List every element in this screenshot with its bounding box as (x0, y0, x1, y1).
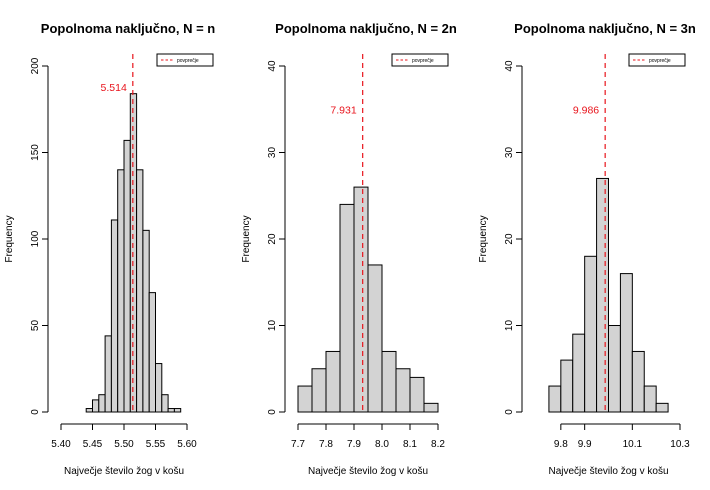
y-tick-label: 40 (267, 60, 278, 72)
legend: povprečje (156, 53, 214, 67)
histogram-bar (353, 186, 369, 413)
legend: povprečje (391, 53, 449, 67)
histogram-bar (148, 292, 156, 413)
legend-box (156, 53, 214, 67)
histogram-bar (584, 255, 598, 413)
x-tick-label: 5.50 (114, 439, 134, 450)
legend-label: povprečje (412, 58, 434, 64)
histogram-bar (311, 368, 327, 413)
histogram-bar (173, 408, 182, 413)
histogram-bar (409, 376, 425, 413)
x-tick-label: 5.60 (177, 439, 197, 450)
histogram-bar (643, 385, 657, 413)
histogram-bar (560, 359, 574, 413)
y-tick-label: 100 (30, 230, 41, 247)
histogram-bar (167, 408, 175, 413)
chart-title: Popolnoma naključno, N = 2n (275, 21, 457, 36)
chart-title: Popolnoma naključno, N = 3n (514, 21, 696, 36)
y-axis-label: Frequency (478, 215, 489, 262)
histogram-bar (423, 402, 439, 413)
x-axis-label: Največje število žog v košu (548, 466, 668, 477)
y-axis-label: Frequency (241, 215, 252, 262)
histogram-bar (608, 325, 621, 413)
histogram-bar (655, 402, 669, 413)
x-axis-label: Največje število žog v košu (64, 466, 184, 477)
legend: povprečje (628, 53, 686, 67)
histogram-bar (92, 399, 100, 413)
x-tick-label: 7.7 (291, 439, 305, 450)
x-tick-label: 5.40 (51, 439, 71, 450)
histogram-panel-3: Popolnoma naključno, N = 3n 9.986 0 10 20 30 4… (478, 21, 696, 477)
x-tick-label: 9.8 (554, 439, 568, 450)
y-tick-label: 30 (504, 147, 515, 159)
histogram-bar (161, 394, 169, 413)
histogram-bar (395, 368, 411, 413)
mean-value-label: 5.514 (101, 82, 127, 94)
x-tick-label: 7.9 (347, 439, 361, 450)
x-tick-label: 7.8 (319, 439, 333, 450)
x-tick-label: 5.45 (83, 439, 103, 450)
y-tick-label: 10 (267, 320, 278, 332)
x-tick-label: 8.0 (375, 439, 389, 450)
x-tick-label: 5.55 (146, 439, 166, 450)
histogram-bar (123, 139, 131, 413)
histogram-bar (117, 169, 125, 413)
x-tick-label: 10.1 (623, 439, 643, 450)
histogram-bar (136, 169, 144, 413)
histogram-bar (619, 273, 633, 413)
x-tick-label: 10.3 (670, 439, 690, 450)
x-tick-label: 9.9 (578, 439, 592, 450)
histogram-bar (339, 203, 355, 413)
histogram-bar (129, 93, 138, 413)
y-tick-label: 40 (504, 60, 515, 72)
histogram-bar (367, 264, 383, 413)
y-tick-label: 10 (504, 320, 515, 332)
histogram-bar (596, 177, 609, 413)
x-tick-label: 8.1 (403, 439, 417, 450)
mean-value-label: 7.931 (330, 104, 356, 116)
histogram-bar (110, 219, 119, 413)
histogram-bar (381, 350, 397, 413)
legend-box (391, 53, 449, 67)
histogram-bar (572, 333, 586, 413)
x-axis-label: Največje število žog v košu (308, 466, 428, 477)
y-tick-label: 50 (30, 320, 41, 332)
histogram-bar (142, 229, 150, 413)
histogram-panel-1: Popolnoma naključno, N = n 5.514 0 50 100 150… (4, 21, 215, 477)
histogram-bar (155, 363, 163, 413)
y-tick-label: 30 (267, 147, 278, 159)
y-tick-label: 0 (504, 409, 515, 415)
legend-box (628, 53, 686, 67)
y-tick-label: 0 (30, 409, 41, 415)
histogram-bar (325, 350, 341, 413)
histogram-bar (548, 385, 562, 413)
histogram-bar (85, 408, 93, 413)
mean-value-label: 9.986 (573, 104, 599, 116)
y-tick-label: 0 (267, 409, 278, 415)
y-tick-label: 20 (267, 233, 278, 245)
x-tick-label: 8.2 (431, 439, 445, 450)
chart-title: Popolnoma naključno, N = n (41, 21, 215, 36)
histogram-bar (631, 350, 645, 413)
y-axis-label: Frequency (4, 215, 15, 262)
y-tick-label: 200 (30, 57, 41, 74)
histogram-bar (98, 394, 106, 413)
y-tick-label: 150 (30, 144, 41, 161)
legend-label: povprečje (649, 58, 671, 64)
histogram-bar (104, 335, 112, 413)
histogram-panel-2: Popolnoma naključno, N = 2n 7.931 0 10 20 30 4… (241, 21, 457, 477)
legend-label: povprečje (177, 58, 199, 64)
histogram-bar (297, 385, 313, 413)
y-tick-label: 20 (504, 233, 515, 245)
